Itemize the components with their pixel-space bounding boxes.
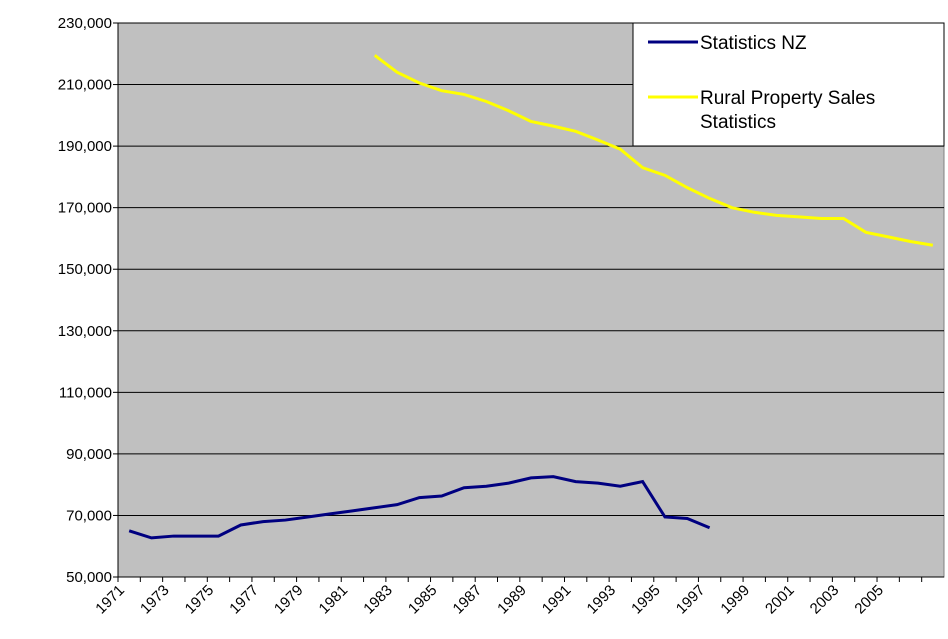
y-tick-label: 150,000	[58, 261, 112, 278]
legend-label-line: Statistics	[700, 112, 776, 133]
x-tick-label: 1975	[182, 582, 218, 618]
x-tick-label: 1981	[316, 582, 352, 618]
y-tick-label: 210,000	[58, 77, 112, 94]
legend-label: Rural Property Sales Statistics	[700, 88, 875, 133]
x-tick-label: 1977	[226, 582, 262, 618]
data-line	[128, 475, 711, 540]
x-tick-label: 2001	[762, 582, 798, 618]
x-tick-label: 1987	[450, 582, 486, 618]
y-tick-label: 230,000	[58, 15, 112, 32]
x-tick-label: 1971	[92, 582, 128, 618]
legend-label-line: Rural Property Sales	[700, 88, 875, 109]
x-tick-label: 1973	[137, 582, 173, 618]
y-tick-label: 170,000	[58, 200, 112, 217]
y-tick-label: 110,000	[59, 384, 112, 401]
legend-label: Statistics NZ	[700, 33, 807, 54]
x-tick-label: 1983	[360, 582, 396, 618]
y-tick-label: 190,000	[58, 138, 112, 155]
x-tick-label: 1993	[584, 582, 620, 618]
x-tick-label: 1979	[271, 582, 307, 618]
y-tick-label: 90,000	[66, 446, 112, 463]
x-tick-label: 1989	[494, 582, 530, 618]
x-tick-label: 2003	[807, 582, 843, 618]
y-tick-label: 130,000	[58, 323, 112, 340]
y-tick-label: 70,000	[66, 507, 112, 524]
x-tick-label: 2005	[851, 582, 887, 618]
x-tick-label: 1991	[539, 582, 575, 618]
x-tick-label: 1995	[628, 582, 664, 618]
x-tick-label: 1999	[717, 582, 753, 618]
data-line	[373, 54, 934, 247]
y-tick-label: 50,000	[66, 569, 112, 586]
x-tick-label: 1985	[405, 582, 441, 618]
x-tick-label: 1997	[673, 582, 709, 618]
